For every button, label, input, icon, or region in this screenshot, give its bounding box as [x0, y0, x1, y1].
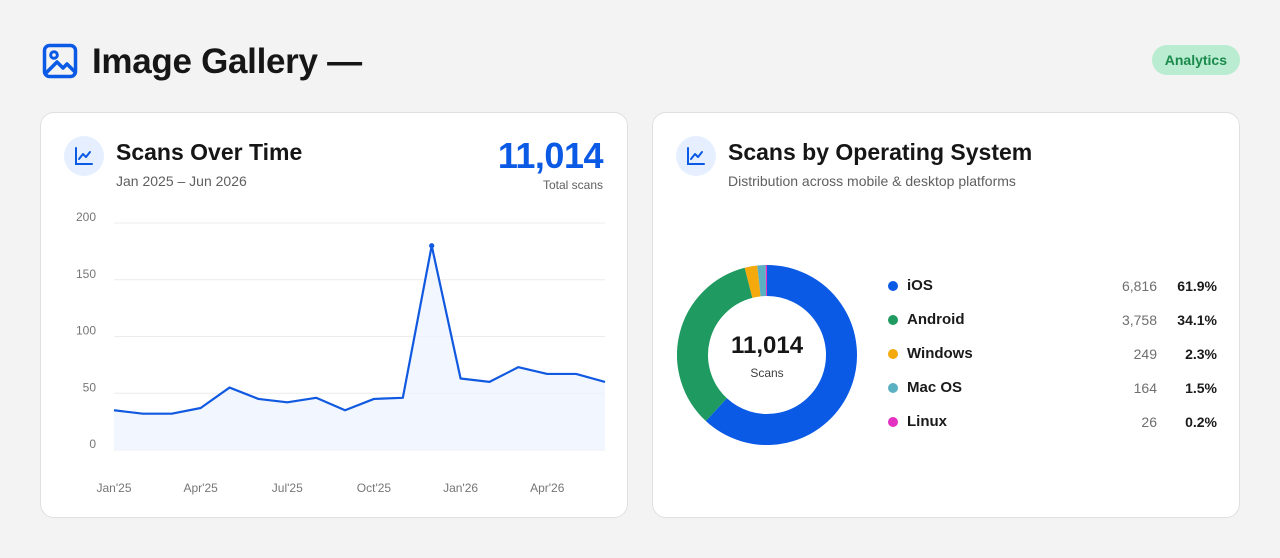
x-tick-label: Jan'26: [443, 481, 478, 495]
legend-count: 249: [1133, 346, 1157, 362]
scans-card-title: Scans Over Time: [116, 139, 303, 165]
legend-dot: [888, 349, 898, 359]
y-tick-label: 0: [89, 437, 96, 451]
image-icon: [42, 43, 78, 79]
x-tick-label: Jul'25: [272, 481, 303, 495]
legend-name: Linux: [907, 413, 947, 430]
scans-by-os-card: Scans by Operating System Distribution a…: [652, 112, 1240, 518]
y-tick-label: 50: [83, 380, 97, 394]
x-tick-label: Jan'25: [97, 481, 132, 495]
legend-count: 26: [1141, 414, 1157, 430]
legend-item-macos[interactable]: Mac OS 164 1.5%: [887, 379, 1217, 413]
legend-dot: [888, 417, 898, 427]
legend-item-linux[interactable]: Linux 26 0.2%: [887, 413, 1217, 447]
page-title: Image Gallery —: [92, 42, 362, 81]
legend-item-android[interactable]: Android 3,758 34.1%: [887, 311, 1217, 345]
legend-percent: 1.5%: [1185, 380, 1217, 396]
legend-dot: [888, 281, 898, 291]
page-header: Image Gallery — Analytics: [40, 40, 1240, 84]
line-area: [114, 245, 605, 450]
donut-slice-android: [677, 267, 753, 422]
legend-percent: 34.1%: [1177, 312, 1217, 328]
legend-count: 6,816: [1121, 278, 1157, 294]
data-point: [429, 243, 435, 249]
legend-percent: 2.3%: [1185, 346, 1217, 362]
legend-name: iOS: [907, 277, 933, 294]
analytics-badge[interactable]: Analytics: [1151, 45, 1240, 75]
scans-over-time-card: Scans Over Time Jan 2025 – Jun 2026 11,0…: [40, 112, 628, 518]
line-chart-icon: [676, 136, 716, 176]
total-scans-label: Total scans: [542, 178, 603, 192]
legend-count: 164: [1133, 380, 1157, 396]
y-tick-label: 200: [76, 210, 96, 224]
os-donut-chart: [677, 265, 857, 445]
os-legend: iOS 6,816 61.9% Android 3,758 34.1% Wind…: [887, 277, 1217, 447]
legend-percent: 0.2%: [1185, 414, 1217, 430]
x-tick-label: Oct'25: [357, 481, 392, 495]
legend-name: Mac OS: [907, 379, 963, 396]
x-tick-label: Apr'26: [530, 481, 565, 495]
legend-dot: [888, 383, 898, 393]
series-line: [113, 244, 606, 415]
os-card-subtitle: Distribution across mobile & desktop pla…: [728, 173, 1016, 189]
line-chart-icon: [64, 136, 104, 176]
legend-name: Windows: [907, 345, 973, 362]
scans-card-subtitle: Jan 2025 – Jun 2026: [116, 173, 247, 189]
legend-percent: 61.9%: [1177, 278, 1217, 294]
total-scans-value: 11,014: [497, 135, 604, 176]
y-tick-label: 100: [76, 324, 96, 338]
y-tick-label: 150: [76, 267, 96, 281]
legend-item-windows[interactable]: Windows 249 2.3%: [887, 345, 1217, 379]
scans-line-chart: 0 50 100 150 200 Jan'25 Apr'25 Jul'25 Oct'25 Jan'…: [76, 210, 606, 495]
legend-count: 3,758: [1121, 312, 1157, 328]
donut-slice-ios: [705, 265, 857, 445]
legend-dot: [888, 315, 898, 325]
os-card-title: Scans by Operating System: [728, 139, 1033, 165]
donut-slice-windows: [744, 265, 761, 298]
x-tick-label: Apr'25: [183, 481, 218, 495]
legend-name: Android: [907, 311, 965, 328]
legend-item-ios[interactable]: iOS 6,816 61.9%: [887, 277, 1217, 311]
